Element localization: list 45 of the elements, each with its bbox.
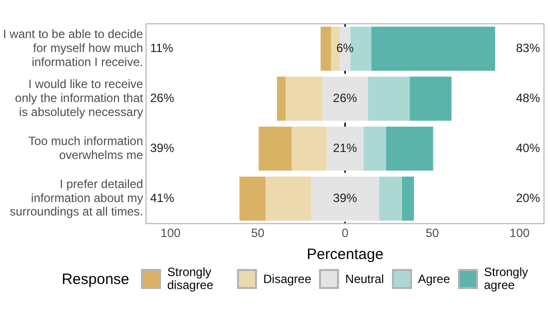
annotation: 48% xyxy=(516,90,540,105)
x-axis-title: Percentage xyxy=(306,246,384,264)
legend-label: Strongly disagree xyxy=(167,265,214,292)
y-tick-label: Too much information overwhelms me xyxy=(28,134,144,162)
legend-title: Response xyxy=(62,270,130,288)
annotation: 41% xyxy=(150,190,174,205)
bar xyxy=(322,76,368,121)
bar xyxy=(326,126,364,171)
y-tick-label: I want to be able to decide for myself how much information I receive. xyxy=(2,27,144,69)
bar xyxy=(311,176,380,221)
bar xyxy=(402,176,414,221)
bar xyxy=(386,126,434,171)
annotation: 39% xyxy=(150,140,174,155)
bar xyxy=(368,76,410,121)
annotation: 83% xyxy=(516,41,540,55)
bar xyxy=(320,26,332,71)
x-tick-label: 50 xyxy=(251,226,265,240)
annotation: 6% xyxy=(336,41,354,55)
bar xyxy=(286,76,322,121)
annotation: 26% xyxy=(333,90,358,105)
x-tick-label: 100 xyxy=(160,226,181,240)
annotation: 20% xyxy=(516,190,540,205)
annotation: 39% xyxy=(333,190,358,205)
y-tick-label: I would like to receive only the information that is absolutely necessary xyxy=(15,77,144,119)
legend-label: Neutral xyxy=(345,272,384,286)
legend-label: Strongly agree xyxy=(484,265,530,292)
bar xyxy=(371,26,496,71)
bar xyxy=(239,176,266,221)
legend-label: Disagree xyxy=(263,272,312,286)
bar xyxy=(276,76,286,121)
x-tick-label: 100 xyxy=(510,226,530,240)
bar xyxy=(410,76,452,121)
legend-label: Agree xyxy=(418,272,450,286)
x-tick-label: 0 xyxy=(342,226,349,240)
annotation: 21% xyxy=(333,140,358,155)
y-tick-label: I prefer detailed information about my surroundings at all times. xyxy=(10,177,144,219)
annotation: 11% xyxy=(150,41,174,55)
bar xyxy=(292,126,327,171)
bar xyxy=(363,126,386,171)
bar xyxy=(266,176,312,221)
bar xyxy=(258,126,292,171)
bar xyxy=(379,176,402,221)
annotation: 40% xyxy=(516,140,540,155)
annotation: 26% xyxy=(150,90,174,105)
x-tick-label: 50 xyxy=(426,226,440,240)
